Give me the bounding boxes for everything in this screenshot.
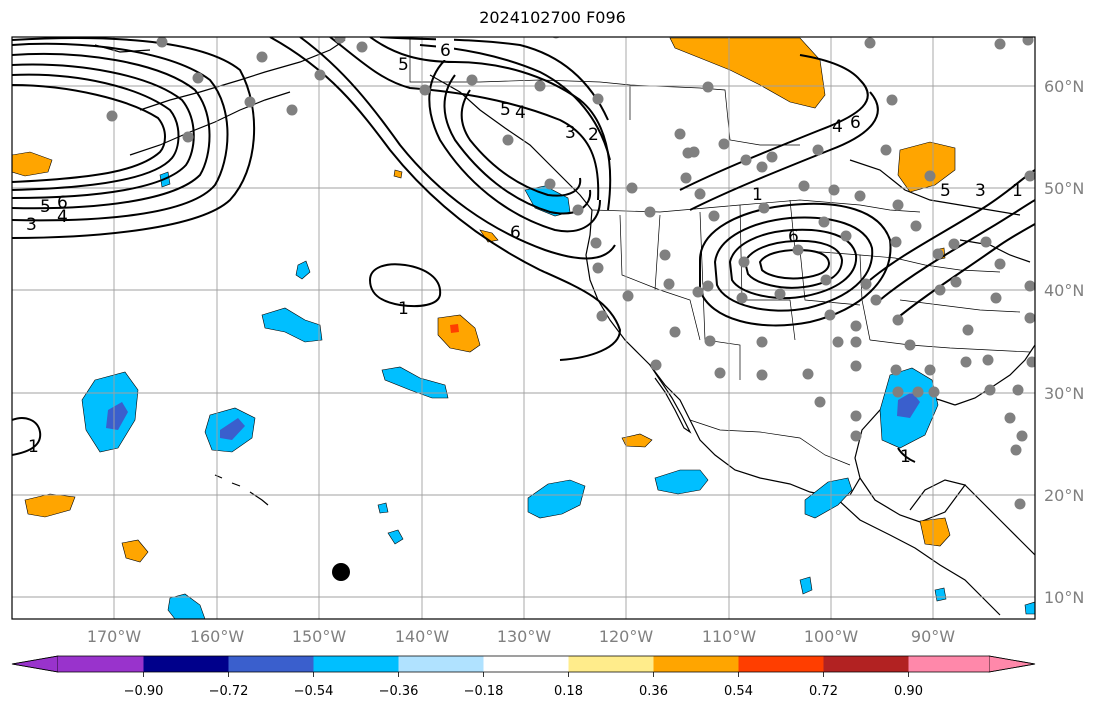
lat-label: 50°N	[1044, 179, 1084, 198]
latitude-labels: 60°N 50°N 40°N 30°N 20°N 10°N	[1044, 77, 1084, 607]
contour-label: 5	[40, 197, 51, 217]
contour-labels: 6 5 4 3 5 6 2 5 6 4 3 1 1 6 4 6 3 5 1 1 …	[26, 38, 1023, 467]
negative-anomaly-core	[106, 392, 920, 440]
contour-label: 3	[565, 123, 576, 143]
colorbar-outline	[11, 655, 1036, 673]
positive-anomaly-areas	[12, 37, 956, 563]
contour-label: 3	[975, 181, 986, 201]
contour-label: 1	[398, 299, 409, 319]
positive-anomaly-core	[450, 324, 459, 333]
lat-label: 40°N	[1044, 281, 1084, 300]
contour-label: 5	[940, 181, 951, 201]
colorbar-tick-label: −0.54	[294, 684, 334, 699]
contour-label: 4	[57, 207, 68, 227]
colorbar-tick-label: −0.90	[124, 684, 164, 699]
contour-label: 1	[1012, 181, 1023, 201]
colorbar-bin	[398, 656, 484, 672]
colorbar-tick-label: 0.18	[554, 684, 583, 699]
lon-label: 140°W	[395, 627, 450, 646]
colorbar-tick-label: −0.36	[379, 684, 419, 699]
colorbar-high-extension	[988, 655, 1036, 673]
contour-label: 6	[57, 193, 68, 213]
colorbar-low-extension	[11, 655, 59, 673]
contour-label: 6	[440, 41, 451, 61]
lat-label: 60°N	[1044, 77, 1084, 96]
colorbar-bin	[143, 656, 229, 672]
contour-label: 4	[832, 117, 843, 137]
lat-label: 10°N	[1044, 588, 1084, 607]
contour-label: 6	[788, 227, 799, 247]
grid-lines	[12, 37, 1035, 619]
colorbar-tick-label: −0.18	[464, 684, 504, 699]
colorbar-tick-label: −0.72	[209, 684, 249, 699]
contour-label: 5	[500, 100, 511, 120]
station-markers	[106, 37, 1035, 510]
colorbar-bin	[823, 656, 909, 672]
lat-label: 20°N	[1044, 486, 1084, 505]
colorbar-bin	[653, 656, 739, 672]
lon-label: 130°W	[497, 627, 552, 646]
colorbar-bin	[58, 656, 144, 672]
colorbar-bin	[313, 656, 399, 672]
lon-label: 110°W	[702, 627, 757, 646]
colorbar-tick-label: 0.90	[894, 684, 923, 699]
contour-label: 3	[26, 215, 37, 235]
colorbar-tick-label: 0.36	[639, 684, 668, 699]
contour-label: 1	[900, 447, 911, 467]
lat-label: 30°N	[1044, 384, 1084, 403]
colorbar-tick-label: 0.54	[724, 684, 753, 699]
map-frame	[11, 36, 1036, 620]
colorbar-bin	[483, 656, 569, 672]
colorbar-bin	[738, 656, 824, 672]
lon-label: 120°W	[599, 627, 654, 646]
contour-label: 2	[588, 125, 599, 145]
lon-label: 90°W	[911, 627, 955, 646]
map-content: 6 5 4 3 5 6 2 5 6 4 3 1 1 6 4 6 3 5 1 1 …	[12, 37, 1035, 619]
colorbar-bin	[908, 656, 989, 672]
lon-label: 100°W	[804, 627, 859, 646]
colorbar-bin	[228, 656, 314, 672]
contour-label: 6	[510, 223, 521, 243]
contour-label: 6	[850, 113, 861, 133]
colorbar-bin	[568, 656, 654, 672]
contour-label: 5	[398, 55, 409, 75]
contour-lines	[12, 37, 1035, 463]
lon-label: 170°W	[87, 627, 142, 646]
contour-label: 1	[752, 185, 763, 205]
contour-label: 4	[515, 103, 526, 123]
lon-label: 160°W	[190, 627, 245, 646]
longitude-labels: 170°W 160°W 150°W 140°W 130°W 120°W 110°…	[87, 627, 955, 646]
center-marker	[332, 563, 350, 581]
map-title: 2024102700 F096	[479, 8, 626, 27]
contour-label: 1	[28, 437, 39, 457]
lon-label: 150°W	[292, 627, 347, 646]
colorbar-tick-label: 0.72	[809, 684, 838, 699]
colorbar: −0.90 −0.72 −0.54 −0.36 −0.18 0.18 0.36 …	[11, 655, 1036, 699]
